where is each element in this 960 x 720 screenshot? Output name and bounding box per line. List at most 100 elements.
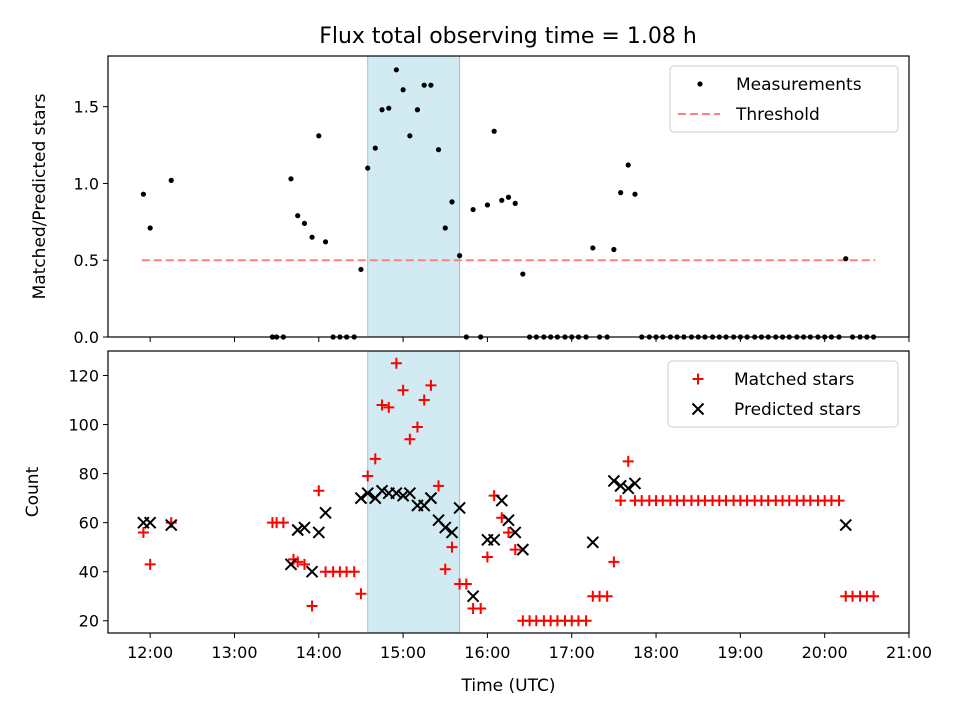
measurement-point — [386, 105, 392, 111]
matched-star-marker — [383, 401, 395, 413]
measurement-point — [611, 246, 617, 253]
y-axis-ticks-bottom: 20 40 60 80 100 120 — [68, 367, 108, 631]
measurement-point — [449, 199, 455, 205]
measurement-point — [140, 191, 147, 197]
predicted-star-marker — [291, 523, 304, 537]
x-axis-label: Time (UTC) — [461, 676, 556, 696]
predicted-star-marker — [143, 516, 157, 529]
measurement-point — [843, 256, 849, 262]
legend-marker-measurements — [697, 81, 703, 87]
measurement-point — [301, 220, 308, 226]
measurement-point — [590, 245, 596, 251]
measurement-point — [393, 67, 399, 73]
matched-star-marker — [622, 455, 634, 467]
legend-marker-predicted — [691, 402, 705, 416]
axes-frame-top — [107, 55, 910, 338]
predicted-star-marker — [509, 526, 522, 539]
matched-star-marker — [348, 566, 360, 578]
predicted-star-marker — [516, 543, 530, 556]
matched-star-marker — [601, 590, 613, 602]
measurement-point — [147, 225, 153, 231]
legend-label: Threshold — [735, 105, 820, 125]
measurement-point — [632, 191, 638, 197]
matched-star-marker — [460, 578, 472, 590]
predicted-star-marker — [586, 536, 600, 549]
measurement-point — [414, 107, 421, 113]
predicted-star-marker — [312, 526, 325, 539]
x-tick-label: 14:00 — [296, 643, 342, 662]
y-tick-label: 60 — [79, 514, 99, 533]
legend-label: Measurements — [736, 75, 862, 95]
y-axis-ticks-top: 0.0 0.5 1.0 1.5 — [74, 98, 108, 347]
top-panel: 0.0 0.5 1.0 1.5 Matched/Predicted stars Mea… — [30, 55, 910, 347]
predicted-star-marker — [396, 489, 410, 502]
matched-star-marker — [397, 384, 409, 396]
legend-bottom: Matched stars Predicted stars — [667, 360, 899, 428]
matched-star-marker — [369, 453, 381, 465]
matched-star-marker — [390, 357, 402, 369]
matched-star-marker — [615, 495, 627, 507]
measurement-point — [442, 225, 448, 231]
x-tick-label: 20:00 — [802, 643, 848, 662]
y-tick-label: 40 — [79, 563, 99, 582]
y-tick-label: 80 — [79, 465, 99, 484]
figure-title: Flux total observing time = 1.08 h — [319, 24, 697, 49]
matched-star-marker — [411, 421, 423, 433]
matched-star-marker — [503, 526, 514, 538]
y-tick-label: 1.0 — [74, 174, 99, 193]
measurement-point — [456, 253, 463, 259]
matched-star-marker — [298, 558, 310, 570]
matched-star-marker — [475, 602, 487, 614]
x-tick-label: 17:00 — [549, 643, 595, 662]
y-axis-label-top: Matched/Predicted stars — [30, 93, 50, 299]
predicted-star-marker — [298, 521, 311, 534]
measurement-point — [379, 107, 385, 113]
matched-star-marker — [355, 588, 367, 600]
y-axis-label-bottom: Count — [23, 466, 43, 517]
matched-star-marker — [608, 556, 620, 568]
matched-star-marker — [306, 600, 318, 612]
predicted-star-marker — [453, 501, 466, 515]
matched-star-marker — [439, 563, 451, 575]
predicted-star-marker — [495, 494, 508, 507]
x-axis-ticks-top — [149, 337, 910, 342]
x-tick-label: 12:00 — [127, 643, 173, 662]
matched-star-marker — [425, 379, 437, 391]
y-tick-label: 0.0 — [74, 328, 99, 347]
matched-star-marker — [362, 470, 374, 482]
x-tick-label: 21:00 — [886, 643, 932, 662]
x-tick-label: 13:00 — [211, 643, 257, 662]
y-tick-label: 120 — [68, 367, 99, 386]
predicted-star-marker — [614, 479, 627, 493]
matched-star-marker — [313, 485, 325, 497]
x-axis-ticks-bottom: 12:00 13:00 14:00 15:00 16:00 17:00 18:00 19:00… — [127, 633, 932, 662]
measurement-point — [484, 202, 491, 208]
measurement-point — [407, 133, 413, 139]
matched-star-marker — [277, 517, 289, 529]
matched-star-marker — [137, 526, 149, 538]
measurement-point — [491, 128, 497, 134]
matched-star-marker — [868, 590, 880, 602]
measurement-point — [322, 239, 329, 245]
predicted-star-marker — [165, 518, 178, 532]
matched-star-marker — [433, 480, 445, 492]
predicted-star-marker — [502, 513, 515, 527]
measurement-point — [288, 176, 294, 182]
y-tick-label: 0.5 — [74, 251, 99, 270]
predicted-star-marker — [487, 533, 501, 547]
x-tick-label: 16:00 — [464, 643, 510, 662]
measurement-point — [512, 200, 518, 207]
predicted-star-marker — [403, 487, 417, 500]
matched-star-marker — [833, 495, 845, 507]
matched-star-marker — [509, 544, 521, 556]
predicted-star-marker — [319, 506, 332, 520]
measurement-point — [309, 234, 315, 240]
measurement-point — [365, 165, 371, 171]
measurement-point — [435, 147, 442, 153]
y-tick-label: 100 — [68, 416, 99, 435]
measurement-point — [520, 271, 526, 277]
predicted-star-marker — [622, 482, 635, 495]
predicted-star-marker — [466, 590, 480, 603]
legend-label: Predicted stars — [734, 400, 861, 420]
